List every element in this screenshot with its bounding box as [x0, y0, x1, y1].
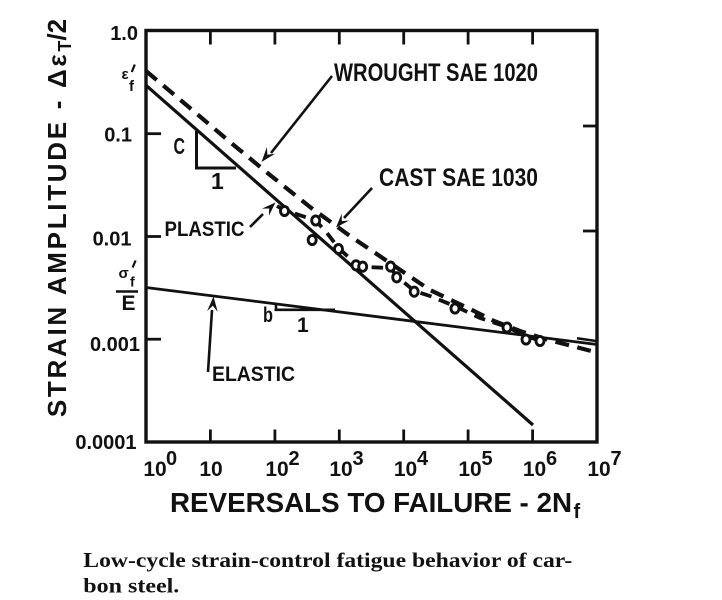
svg-text:5: 5: [482, 448, 493, 470]
svg-text:10: 10: [587, 458, 610, 481]
svg-text:b: b: [263, 304, 273, 327]
svg-text:E: E: [122, 292, 136, 315]
svg-text:10: 10: [523, 458, 546, 481]
svg-text:0.01: 0.01: [93, 229, 132, 251]
svg-text:0.001: 0.001: [90, 334, 140, 356]
svg-text:1: 1: [211, 168, 224, 194]
svg-text:ε: ε: [122, 66, 129, 83]
svg-text:10: 10: [143, 458, 166, 481]
svg-text:4: 4: [417, 448, 429, 470]
svg-text:7: 7: [611, 448, 622, 470]
svg-text:10: 10: [458, 458, 481, 481]
svg-text:1: 1: [297, 314, 309, 337]
svg-text:3: 3: [353, 448, 364, 470]
svg-text:f: f: [574, 501, 581, 523]
svg-text:CAST SAE 1030: CAST SAE 1030: [379, 164, 538, 192]
svg-text:ELASTIC: ELASTIC: [212, 363, 295, 386]
svg-text:0.0001: 0.0001: [75, 432, 136, 454]
svg-text:Low-cycle strain-control fatig: Low-cycle strain-control fatigue behavio…: [83, 548, 572, 572]
svg-text:C: C: [174, 133, 186, 159]
svg-text:REVERSALS TO FAILURE - 2N: REVERSALS TO FAILURE - 2N: [170, 487, 572, 518]
svg-text:WROUGHT SAE 1020: WROUGHT SAE 1020: [334, 59, 538, 87]
svg-text:10: 10: [265, 458, 288, 481]
svg-text:f: f: [130, 274, 135, 290]
svg-text:10: 10: [329, 458, 352, 481]
svg-text:1.0: 1.0: [110, 23, 138, 45]
svg-text:2: 2: [289, 448, 300, 470]
svg-text:10: 10: [394, 458, 417, 481]
svg-text:0: 0: [166, 448, 177, 470]
svg-text:0.1: 0.1: [104, 125, 132, 147]
svg-text:10: 10: [199, 458, 222, 481]
svg-text:PLASTIC: PLASTIC: [165, 218, 245, 241]
svg-text:bon steel.: bon steel.: [83, 574, 179, 598]
svg-text:STRAIN AMPLITUDE - ΔεT/2: STRAIN AMPLITUDE - ΔεT/2: [42, 19, 75, 417]
svg-text:σ: σ: [119, 265, 129, 282]
svg-text:6: 6: [546, 448, 557, 470]
svg-text:f: f: [129, 78, 135, 95]
